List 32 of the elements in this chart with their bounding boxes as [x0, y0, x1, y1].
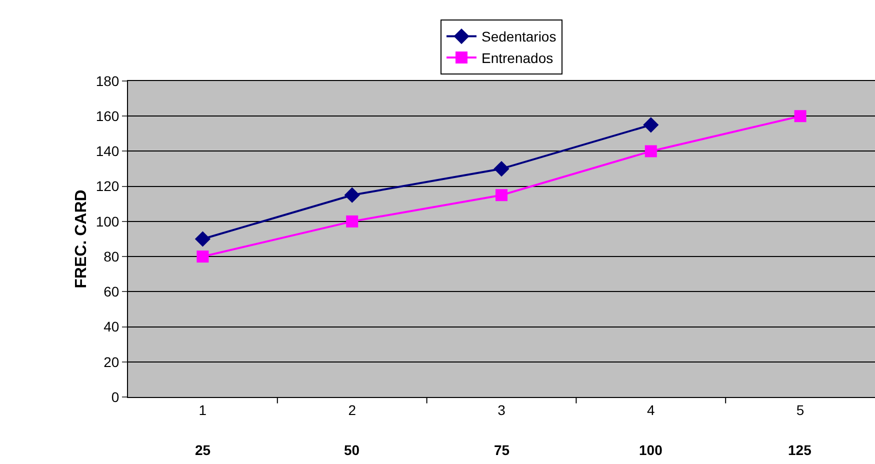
legend-label: Sedentarios: [482, 28, 556, 45]
text: 75: [494, 442, 510, 458]
y-tick-label: 80: [104, 248, 120, 264]
point: [643, 117, 659, 133]
point: [794, 110, 806, 122]
point: [344, 187, 360, 203]
point: [196, 250, 209, 263]
x-tick-label: 4: [647, 402, 655, 418]
point: [494, 160, 510, 177]
text: 100: [639, 442, 663, 458]
y-axis-title: FREC. CARD: [73, 190, 90, 288]
y-tick-label: 100: [96, 213, 120, 230]
x-tick-label: 3: [498, 402, 506, 418]
point: [346, 215, 358, 228]
point: [644, 145, 657, 158]
text: 125: [788, 442, 812, 458]
y-tick-label: 20: [104, 354, 120, 370]
x-tick-label: 5: [796, 402, 804, 418]
x-tick-label: 2: [348, 402, 356, 418]
y-tick-label: 180: [96, 72, 120, 89]
y-tick-label: 40: [104, 318, 120, 335]
point: [194, 231, 210, 247]
x-tick-label: 1: [198, 402, 207, 418]
y-tick-label: 160: [96, 108, 120, 124]
point: [496, 189, 508, 202]
y-tick-label: 140: [96, 143, 120, 160]
y-tick-label: 120: [96, 178, 120, 194]
text: 25: [195, 442, 211, 458]
legend-label: Entrenados: [482, 50, 554, 66]
y-tick-label: 60: [104, 284, 120, 300]
text: 50: [344, 442, 360, 458]
y-tick-label: 0: [111, 388, 120, 405]
